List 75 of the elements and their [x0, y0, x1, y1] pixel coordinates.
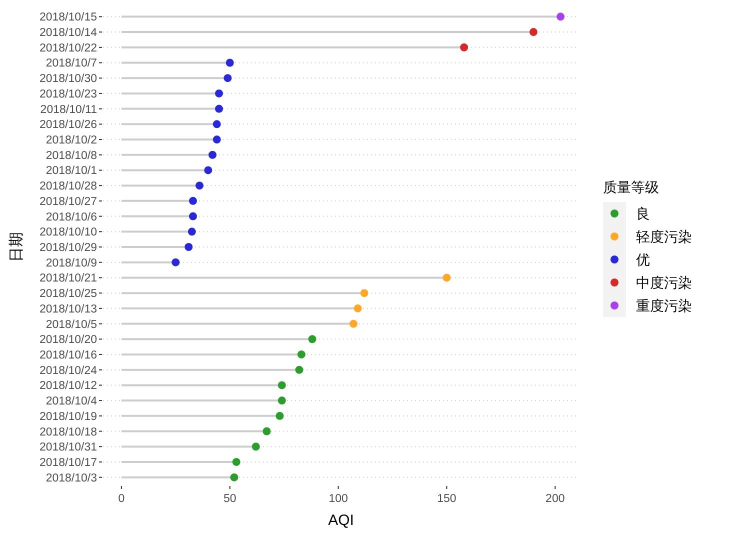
x-tick-label: 200	[546, 493, 565, 505]
y-tick-label: 2018/10/11	[40, 104, 97, 116]
y-tick-label: 2018/10/23	[39, 88, 97, 100]
point	[262, 427, 271, 436]
y-tick-label: 2018/10/17	[39, 456, 97, 469]
legend-label: 优	[636, 252, 650, 268]
legend-title: 质量等级	[603, 179, 659, 195]
point	[208, 150, 217, 159]
y-tick-label: 2018/10/21	[39, 272, 97, 285]
y-tick-label: 2018/10/2	[46, 134, 97, 147]
point	[184, 243, 193, 251]
y-tick-label: 2018/10/1	[46, 165, 97, 178]
x-tick-label: 150	[437, 493, 456, 505]
y-tick-label: 2018/10/19	[39, 410, 97, 423]
point	[252, 442, 260, 451]
y-tick-label: 2018/10/27	[39, 196, 97, 208]
y-tick-label: 2018/10/3	[46, 472, 97, 484]
y-tick-label: 2018/10/7	[46, 58, 97, 70]
point	[232, 458, 240, 466]
point	[276, 412, 284, 420]
y-tick-label: 2018/10/20	[39, 334, 97, 346]
point	[204, 166, 212, 174]
point	[442, 274, 451, 282]
y-tick-label: 2018/10/8	[46, 150, 97, 162]
point	[308, 335, 316, 344]
y-tick-label: 2018/10/15	[39, 12, 97, 24]
point	[556, 12, 565, 21]
y-tick-label: 2018/10/14	[39, 27, 98, 40]
x-tick-label: 50	[223, 493, 236, 505]
legend-label: 重度污染	[636, 298, 692, 314]
y-tick-label: 2018/10/12	[39, 380, 97, 392]
y-tick-label: 2018/10/16	[39, 349, 97, 362]
y-tick-label: 2018/10/25	[39, 288, 97, 300]
point	[278, 381, 286, 390]
point	[226, 58, 234, 67]
y-tick-label: 2018/10/28	[39, 180, 97, 193]
point	[295, 366, 304, 374]
y-tick-label: 2018/10/31	[39, 442, 97, 454]
legend-label: 轻度污染	[636, 228, 692, 244]
y-axis-title: 日期	[8, 232, 25, 262]
y-tick-label: 2018/10/29	[39, 242, 97, 254]
point	[224, 74, 232, 82]
x-tick-label: 100	[328, 493, 348, 505]
y-tick-label: 2018/10/13	[39, 303, 97, 316]
point	[172, 258, 180, 266]
x-axis-title: AQI	[328, 512, 354, 529]
point	[215, 89, 224, 98]
legend-label: 良	[636, 206, 650, 222]
point	[354, 304, 362, 312]
point	[196, 182, 204, 190]
point	[215, 104, 224, 113]
y-tick-label: 2018/10/9	[46, 257, 97, 270]
y-tick-label: 2018/10/6	[46, 211, 97, 224]
point	[212, 120, 221, 128]
y-tick-label: 2018/10/4	[46, 396, 98, 408]
point	[188, 212, 197, 220]
point	[230, 473, 238, 482]
y-tick-label: 2018/10/24	[39, 364, 98, 377]
point	[360, 289, 368, 298]
y-tick-label: 2018/10/22	[39, 42, 97, 54]
point	[212, 136, 221, 144]
point	[460, 43, 468, 52]
point	[297, 350, 306, 358]
point	[188, 228, 196, 236]
point	[349, 320, 358, 328]
x-tick-label: 0	[118, 493, 125, 505]
y-tick-label: 2018/10/26	[39, 119, 97, 132]
y-tick-label: 2018/10/30	[39, 73, 97, 86]
y-tick-label: 2018/10/18	[39, 426, 97, 438]
point	[278, 396, 286, 405]
y-tick-label: 2018/10/10	[39, 226, 97, 239]
y-tick-label: 2018/10/5	[46, 318, 97, 331]
point	[529, 28, 538, 36]
point	[188, 196, 197, 205]
legend-label: 中度污染	[636, 274, 692, 290]
